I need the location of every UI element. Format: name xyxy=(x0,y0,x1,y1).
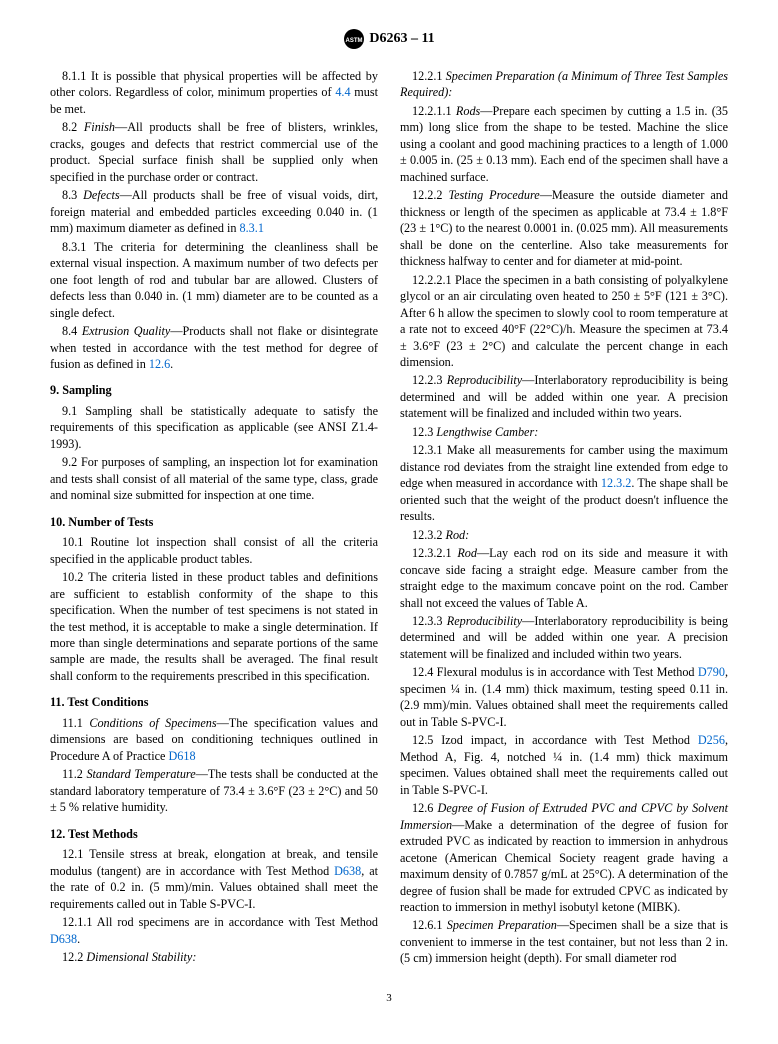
heading-10: 10. Number of Tests xyxy=(50,514,378,530)
para-12-1: 12.1 Tensile stress at break, elongation… xyxy=(50,846,378,912)
para-8-2: 8.2 Finish—All products shall be free of… xyxy=(50,119,378,185)
para-12-3-1: 12.3.1 Make all measurements for camber … xyxy=(400,442,728,524)
para-12-2-1-1: 12.2.1.1 Rods—Prepare each specimen by c… xyxy=(400,103,728,185)
xref-4-4[interactable]: 4.4 xyxy=(335,85,350,99)
para-12-3: 12.3 Lengthwise Camber: xyxy=(400,424,728,440)
astm-logo-icon: ASTM xyxy=(343,28,365,50)
xref-8-3-1[interactable]: 8.3.1 xyxy=(240,221,264,235)
xref-d790[interactable]: D790 xyxy=(698,665,725,679)
para-12-3-2-1: 12.3.2.1 Rod—Lay each rod on its side an… xyxy=(400,545,728,611)
para-12-2-2-1: 12.2.2.1 Place the specimen in a bath co… xyxy=(400,272,728,371)
para-12-3-3: 12.3.3 Reproducibility—Interlaboratory r… xyxy=(400,613,728,662)
xref-d638-b[interactable]: D638 xyxy=(50,932,77,946)
para-12-2-2: 12.2.2 Testing Procedure—Measure the out… xyxy=(400,187,728,269)
para-8-1-1: 8.1.1 It is possible that physical prope… xyxy=(50,68,378,117)
para-12-2: 12.2 Dimensional Stability: xyxy=(50,949,378,965)
para-9-2: 9.2 For purposes of sampling, an inspect… xyxy=(50,454,378,503)
designation: D6263 – 11 xyxy=(369,31,434,46)
heading-11: 11. Test Conditions xyxy=(50,694,378,710)
para-11-1: 11.1 Conditions of Specimens—The specifi… xyxy=(50,715,378,764)
xref-d618[interactable]: D618 xyxy=(168,749,195,763)
xref-d638-a[interactable]: D638 xyxy=(334,864,361,878)
para-9-1: 9.1 Sampling shall be statistically adeq… xyxy=(50,403,378,452)
xref-d256[interactable]: D256 xyxy=(698,733,725,747)
para-12-2-1: 12.2.1 Specimen Preparation (a Minimum o… xyxy=(400,68,728,101)
para-12-6-1: 12.6.1 Specimen Preparation—Specimen sha… xyxy=(400,917,728,966)
para-10-2: 10.2 The criteria listed in these produc… xyxy=(50,569,378,684)
para-12-2-3: 12.2.3 Reproducibility—Interlaboratory r… xyxy=(400,372,728,421)
para-12-1-1: 12.1.1 All rod specimens are in accordan… xyxy=(50,914,378,947)
heading-12: 12. Test Methods xyxy=(50,826,378,842)
para-12-3-2: 12.3.2 Rod: xyxy=(400,527,728,543)
para-8-3: 8.3 Defects—All products shall be free o… xyxy=(50,187,378,236)
para-10-1: 10.1 Routine lot inspection shall consis… xyxy=(50,534,378,567)
page-header: ASTM D6263 – 11 xyxy=(50,28,728,50)
page-number: 3 xyxy=(50,992,728,1004)
xref-12-3-2[interactable]: 12.3.2 xyxy=(601,476,631,490)
para-8-4: 8.4 Extrusion Quality—Products shall not… xyxy=(50,323,378,372)
para-12-6: 12.6 Degree of Fusion of Extruded PVC an… xyxy=(400,800,728,915)
body-columns: 8.1.1 It is possible that physical prope… xyxy=(50,68,728,968)
xref-12-6[interactable]: 12.6 xyxy=(149,357,170,371)
para-8-3-1: 8.3.1 The criteria for determining the c… xyxy=(50,239,378,321)
svg-text:ASTM: ASTM xyxy=(346,38,363,44)
para-12-4: 12.4 Flexural modulus is in accordance w… xyxy=(400,664,728,730)
heading-9: 9. Sampling xyxy=(50,382,378,398)
para-11-2: 11.2 Standard Temperature—The tests shal… xyxy=(50,766,378,815)
para-12-5: 12.5 Izod impact, in accordance with Tes… xyxy=(400,732,728,798)
page: ASTM D6263 – 11 8.1.1 It is possible tha… xyxy=(0,0,778,1044)
